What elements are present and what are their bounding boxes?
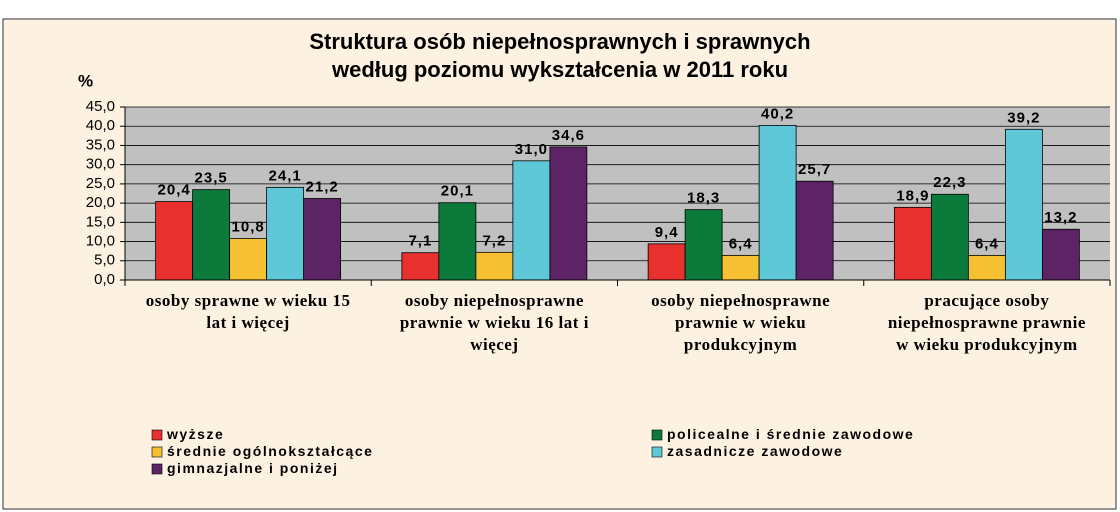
legend-swatch	[151, 446, 163, 458]
bar	[401, 252, 440, 281]
legend-swatch	[651, 429, 663, 441]
bar	[266, 186, 305, 281]
chart-title: według poziomu wykształcenia w 2011 roku	[331, 57, 789, 82]
x-tick-label: osoby niepełnosprawne prawnie w wieku pr…	[651, 291, 831, 354]
data-label: 9,4	[655, 224, 679, 241]
data-label: 24,1	[269, 167, 302, 184]
bar	[758, 125, 797, 281]
legend-swatch	[151, 429, 163, 441]
bar	[512, 160, 551, 281]
data-label: 13,2	[1044, 209, 1077, 226]
legend-label: gimnazjalne i poniżej	[167, 460, 339, 476]
bar	[930, 193, 969, 281]
legend-swatch	[651, 446, 663, 458]
bar	[303, 198, 342, 281]
y-tick-label: 35,0	[86, 136, 115, 153]
data-label: 18,9	[896, 187, 929, 204]
data-label: 25,7	[798, 161, 831, 178]
y-tick-label: 25,0	[86, 175, 115, 192]
legend-swatch	[151, 463, 163, 475]
bar	[155, 201, 194, 281]
bar	[229, 238, 268, 281]
x-tick-label: osoby sprawne w wieku 15 lat i więcej	[145, 291, 351, 332]
data-label: 21,2	[306, 178, 339, 195]
data-label: 31,0	[515, 141, 548, 158]
y-tick-label: 0,0	[94, 271, 115, 288]
bar	[893, 206, 932, 281]
bar	[192, 189, 231, 281]
x-tick-label: pracujące osoby niepełnosprawne prawnie …	[887, 291, 1086, 354]
legend-label: zasadnicze zawodowe	[667, 443, 844, 459]
data-label: 6,4	[975, 235, 999, 252]
bar	[967, 254, 1006, 281]
y-tick-label: 5,0	[94, 252, 115, 269]
data-label: 39,2	[1007, 109, 1040, 126]
data-label: 20,1	[441, 183, 474, 200]
x-tick-label: osoby niepełnosprawne prawnie w wieku 16…	[399, 291, 589, 354]
y-tick-label: 15,0	[86, 213, 115, 230]
data-label: 6,4	[729, 235, 753, 252]
bar	[795, 180, 834, 281]
bar	[1004, 128, 1043, 281]
data-label: 7,2	[482, 232, 506, 249]
data-label: 20,4	[158, 182, 191, 199]
data-label: 10,8	[232, 218, 265, 235]
y-axis-label: %	[78, 71, 93, 90]
data-label: 18,3	[687, 190, 720, 207]
bar	[721, 254, 760, 281]
legend-label: średnie ogólnokształcące	[167, 443, 374, 459]
bar	[684, 209, 723, 281]
data-label: 40,2	[761, 105, 794, 122]
bar	[1041, 228, 1080, 281]
y-tick-label: 40,0	[86, 117, 115, 134]
y-tick-label: 45,0	[86, 98, 115, 115]
bar	[438, 202, 477, 281]
data-label: 22,3	[933, 174, 966, 191]
bar	[647, 243, 686, 281]
y-tick-label: 30,0	[86, 156, 115, 173]
y-tick-label: 20,0	[86, 194, 115, 211]
bar	[475, 251, 514, 281]
chart-title: Struktura osób niepełnosprawnych i spraw…	[309, 29, 811, 54]
y-tick-label: 10,0	[86, 233, 115, 250]
data-label: 34,6	[552, 127, 585, 144]
bar	[549, 146, 588, 281]
data-label: 7,1	[408, 233, 432, 250]
legend-label: policealne i średnie zawodowe	[667, 426, 915, 442]
legend-label: wyższe	[167, 426, 225, 442]
data-label: 23,5	[195, 170, 228, 187]
